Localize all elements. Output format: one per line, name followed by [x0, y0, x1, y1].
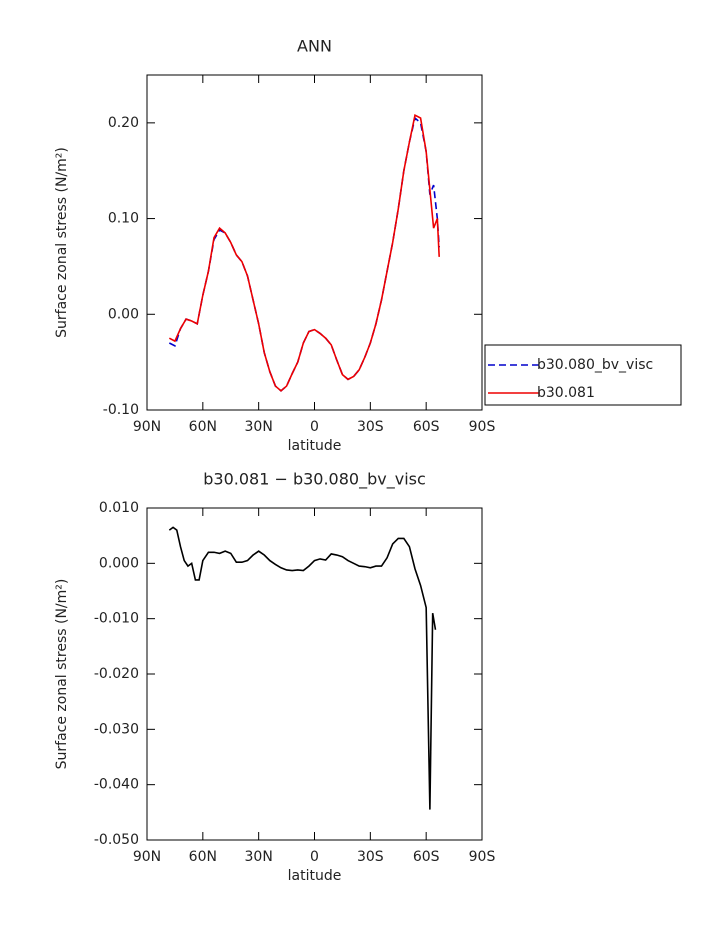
x-tick-label: 60N: [189, 419, 217, 435]
y-tick-label: 0.20: [108, 115, 139, 131]
x-tick-label: 60N: [189, 849, 217, 865]
y-tick-label: 0.00: [108, 306, 139, 322]
y-tick-label: -0.050: [94, 832, 139, 848]
y-tick-label: -0.10: [103, 402, 139, 418]
data-line: [168, 116, 440, 392]
x-tick-label: 30N: [245, 849, 273, 865]
x-tick-label: 60S: [413, 849, 440, 865]
legend-frame: [484, 344, 682, 406]
y-tick-label: -0.040: [94, 777, 139, 793]
x-tick-label: 0: [310, 419, 319, 435]
y-axis-label: Surface zonal stress (N/m²): [54, 579, 70, 770]
x-tick-label: 0: [310, 849, 319, 865]
x-axis-label: latitude: [288, 438, 342, 454]
plot-frame: [146, 74, 483, 411]
data-line: [168, 526, 437, 810]
x-tick-label: 30N: [245, 419, 273, 435]
data-line: [168, 114, 440, 392]
x-tick-label: 90S: [469, 419, 496, 435]
x-tick-label: 90N: [133, 419, 161, 435]
chart-title: b30.081 − b30.080_bv_visc: [203, 470, 426, 490]
y-axis-label: Surface zonal stress (N/m²): [54, 147, 70, 338]
y-tick-label: 0.10: [108, 211, 139, 227]
x-tick-label: 90S: [469, 849, 496, 865]
y-tick-label: 0.000: [99, 555, 139, 571]
chart-title: ANN: [297, 37, 332, 56]
x-tick-label: 60S: [413, 419, 440, 435]
x-tick-label: 30S: [357, 419, 384, 435]
y-tick-label: -0.030: [94, 721, 139, 737]
y-tick-label: -0.010: [94, 611, 139, 627]
x-tick-label: 90N: [133, 849, 161, 865]
y-tick-label: 0.010: [99, 500, 139, 516]
x-tick-label: 30S: [357, 849, 384, 865]
y-tick-label: -0.020: [94, 666, 139, 682]
legend-label: b30.081: [537, 385, 595, 401]
legend-label: b30.080_bv_visc: [537, 357, 653, 373]
x-axis-label: latitude: [288, 868, 342, 884]
